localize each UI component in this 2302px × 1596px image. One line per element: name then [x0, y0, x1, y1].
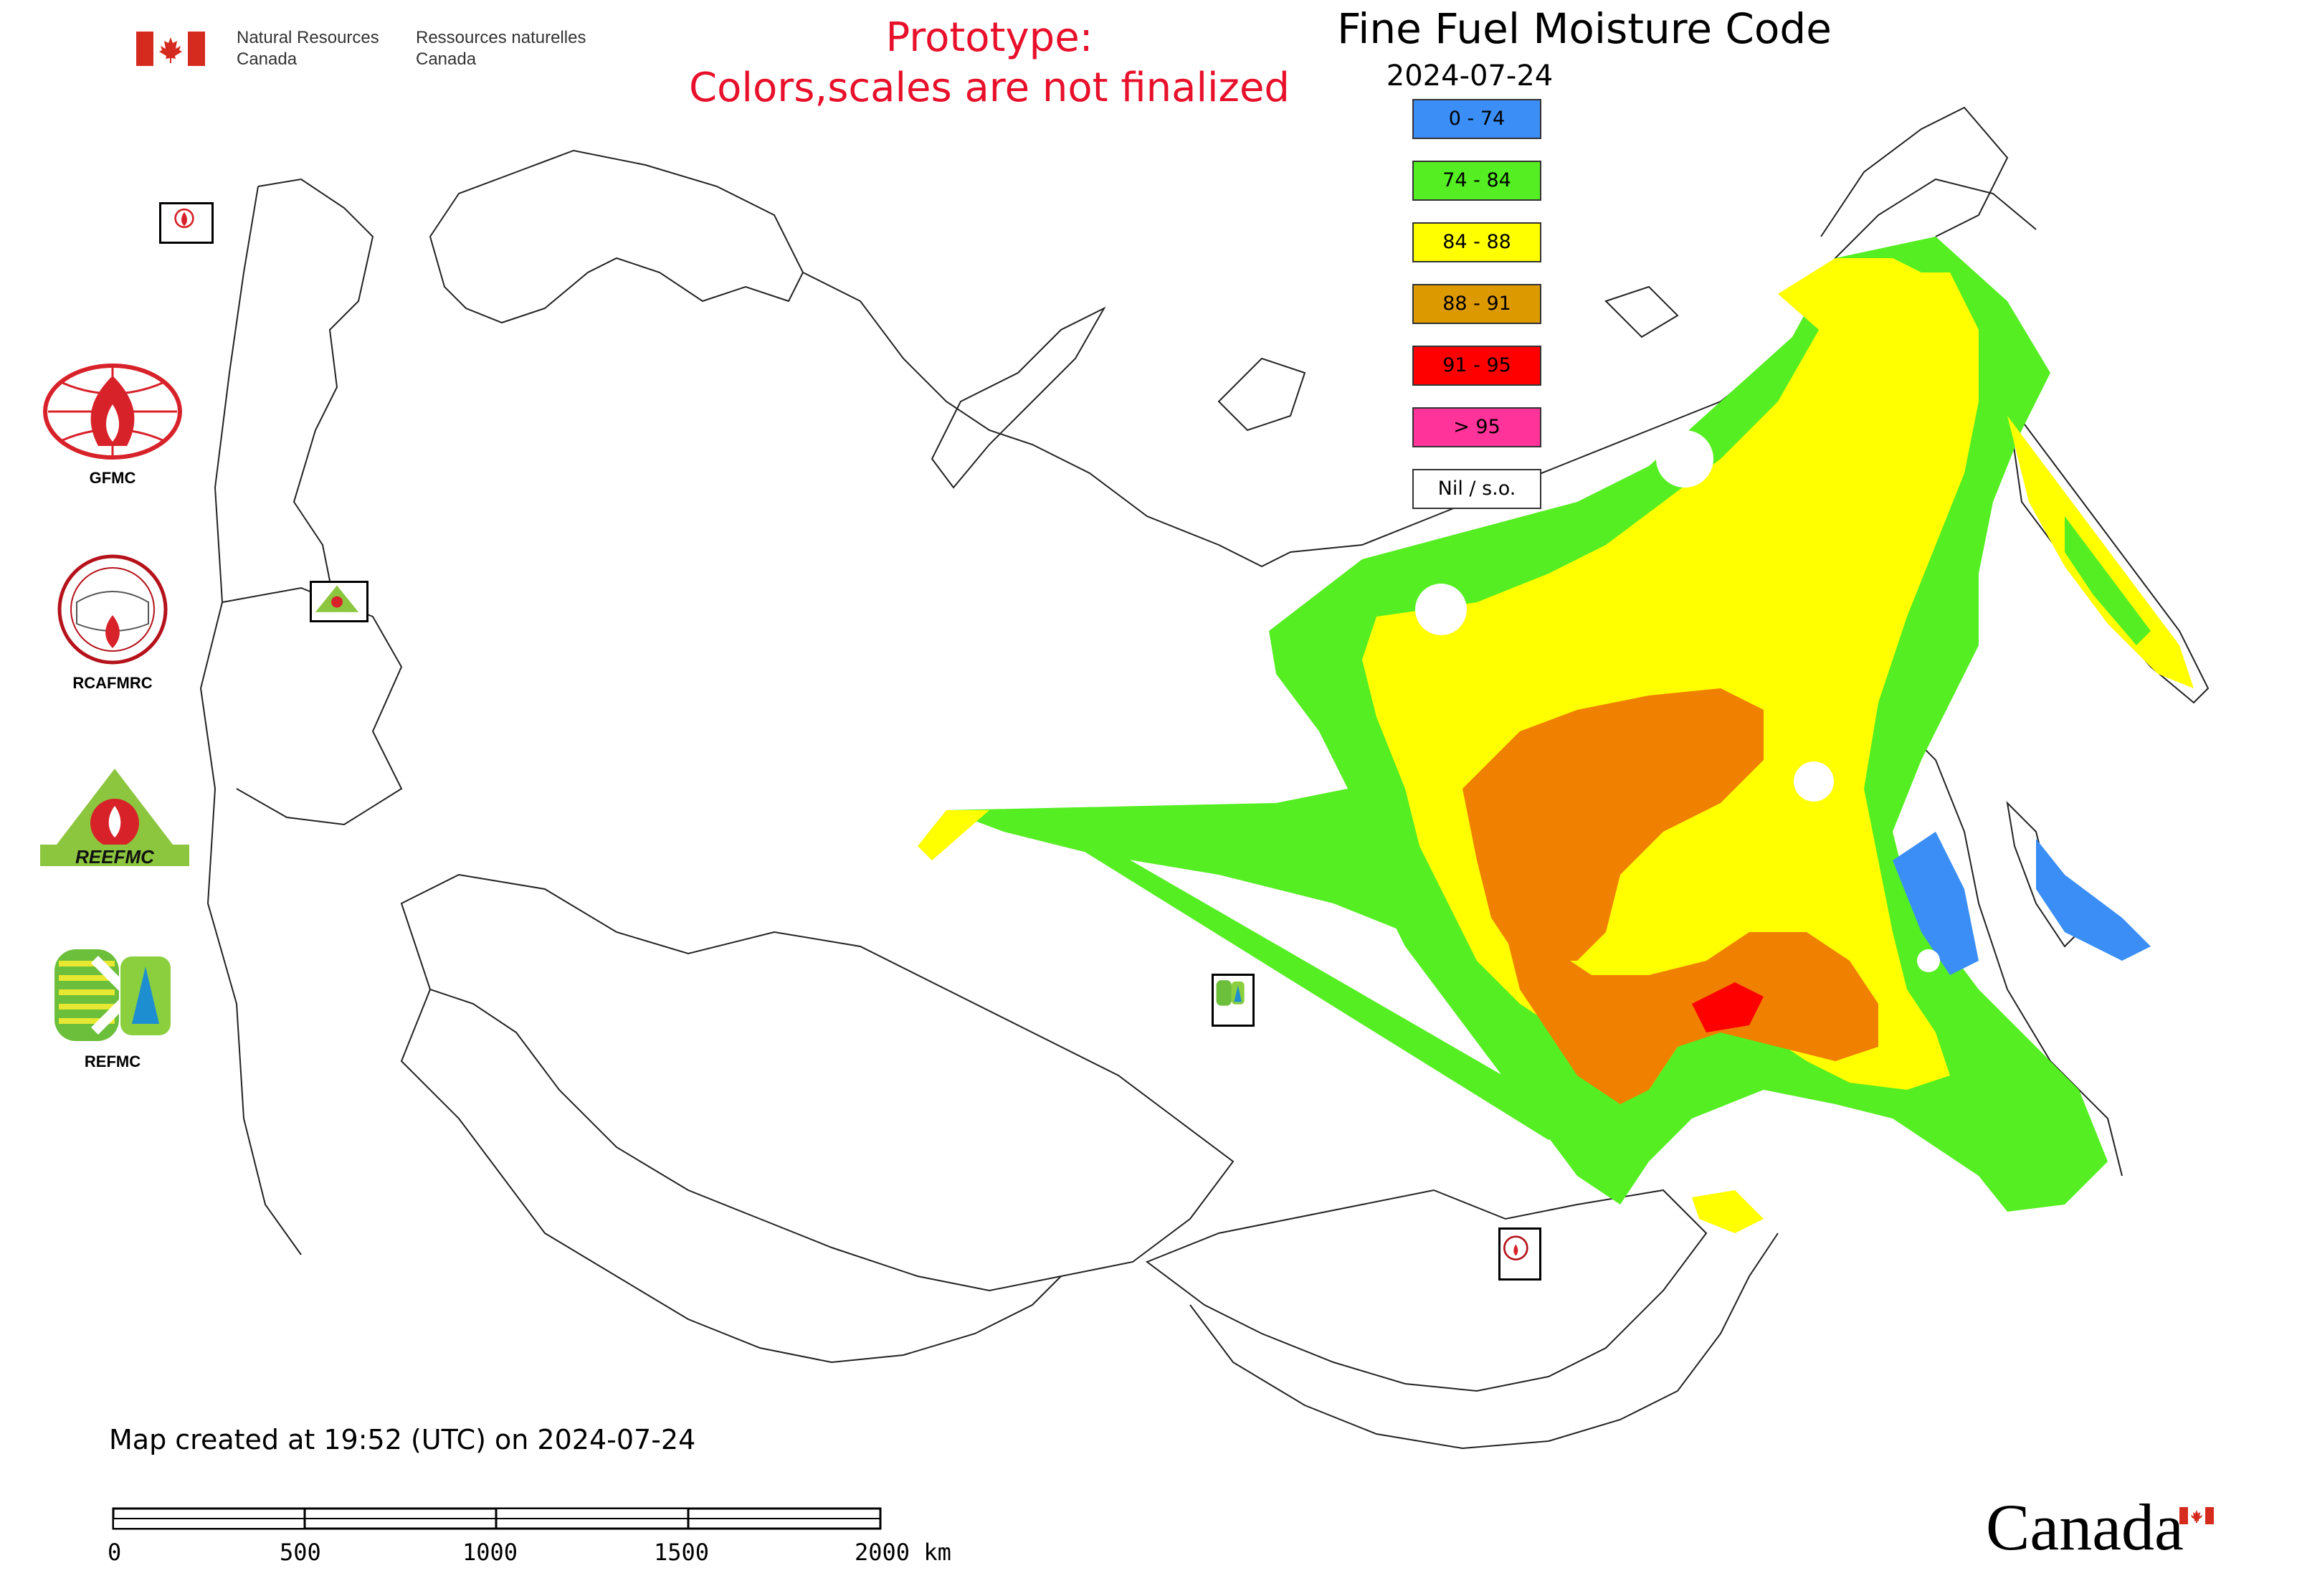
scale-bar: 0 500 1000 1500 2000 km [108, 1498, 968, 1577]
scale-tick-1000: 1000 [462, 1539, 518, 1566]
kazakhstan-outline [400, 873, 1235, 1292]
fill-nil-hole-1 [1656, 430, 1713, 488]
refmc-logo-icon [54, 949, 171, 1041]
fill-red-patch [1692, 982, 1764, 1032]
fill-blue-patch-east [1893, 832, 1979, 975]
fill-nil-hole-3 [1415, 584, 1467, 635]
legend-item-91-95: 91 - 95 [1412, 346, 1541, 386]
scale-tick-2000: 2000 km [855, 1539, 951, 1566]
gfmc-marker-icon [159, 202, 214, 244]
fill-nil-hole-2 [1794, 761, 1834, 802]
fill-blue-patch-sakhalin [2036, 839, 2151, 961]
sakhalin-outline [2006, 801, 2080, 948]
scale-tick-500: 500 [280, 1539, 321, 1566]
country-outlines [199, 106, 2210, 1450]
scale-tick-0: 0 [108, 1539, 122, 1566]
new-siberian-islands [1604, 285, 1679, 338]
mongolia-outline [1145, 1189, 1708, 1392]
gfmc-logo-icon [43, 364, 182, 460]
legend-item-84-88: 84 - 88 [1412, 222, 1541, 262]
central-asia-outline [400, 989, 1062, 1364]
rcafmrc-logo-icon [57, 554, 168, 665]
fill-nil-hole-4 [1917, 949, 1940, 972]
refmc-label: REFMC [84, 1053, 141, 1070]
fill-orange-core [1462, 688, 1764, 961]
legend-item-74-84: 74 - 84 [1412, 161, 1541, 201]
refmc-logo: REFMC [52, 945, 173, 1071]
prototype-notice-line2: Colors,scales are not finalized [689, 65, 1290, 111]
canada-wordmark-text: Canada [1986, 1491, 2184, 1564]
scale-bar-graphic [112, 1507, 882, 1530]
fill-islands-yellow [1692, 1190, 1764, 1233]
fill-streak-2 [1075, 846, 1577, 1140]
legend-item-nil: Nil / s.o. [1412, 469, 1541, 509]
department-name-fr: Ressources naturelles Canada [416, 28, 586, 69]
scale-tick-1500: 1500 [654, 1539, 710, 1566]
reefmc-logo: REEFMC [36, 766, 194, 876]
reefmc-wordmark: REEFMC [75, 846, 154, 868]
map-created-note: Map created at 19:52 (UTC) on 2024-07-24 [109, 1424, 696, 1455]
gc-signature: Natural Resources Canada Ressources natu… [136, 27, 609, 77]
novaya-zemlya [931, 306, 1106, 489]
chukotka-outline [1820, 106, 2009, 237]
map-title: Fine Fuel Moisture Code [1337, 4, 1832, 53]
gfmc-label: GFMC [89, 469, 136, 487]
fill-streak-yellow [918, 810, 989, 860]
ukraine-outline [222, 586, 403, 826]
reefmc-logo-icon [40, 769, 189, 866]
fill-orange-south [1506, 932, 1878, 1104]
legend-item-88-91: 88 - 91 [1412, 284, 1541, 324]
ffmc-fill [918, 237, 2194, 1233]
reefmc-marker-icon [310, 581, 368, 622]
prototype-notice: Prototype: Colors,scales are not finaliz… [645, 13, 1333, 113]
canada-wordmark: Canada [1986, 1491, 2215, 1570]
baltic-outline [257, 178, 374, 617]
western-border [199, 186, 302, 1255]
map-date: 2024-07-24 [1386, 60, 1554, 92]
fill-kamchatka [2007, 416, 2194, 688]
canada-flag-icon [136, 32, 205, 66]
fill-streak-1 [946, 810, 1427, 932]
arctic-coast [802, 178, 2037, 568]
refmc-marker-icon [1212, 974, 1255, 1027]
rcafmrc-logo: RCAFMRC [52, 552, 173, 693]
fill-yellow-north [1778, 258, 1950, 344]
china-border [1189, 1232, 1779, 1450]
rcafmrc-label: RCAFMRC [72, 674, 153, 692]
rcafmrc-marker-icon [1498, 1227, 1541, 1281]
fill-kamchatka-green [2065, 516, 2151, 645]
legend-item-over-95: > 95 [1412, 407, 1541, 447]
department-name-en: Natural Resources Canada [237, 28, 379, 69]
scandinavia-outline [429, 149, 804, 324]
wordmark-flag-icon [2179, 1507, 2214, 1524]
gfmc-logo: GFMC [37, 361, 188, 488]
okhotsk-coast [1892, 716, 2123, 1177]
severnaya-zemlya [1217, 357, 1306, 432]
legend-item-0-74: 0 - 74 [1412, 99, 1541, 139]
prototype-notice-line1: Prototype: [885, 14, 1093, 61]
